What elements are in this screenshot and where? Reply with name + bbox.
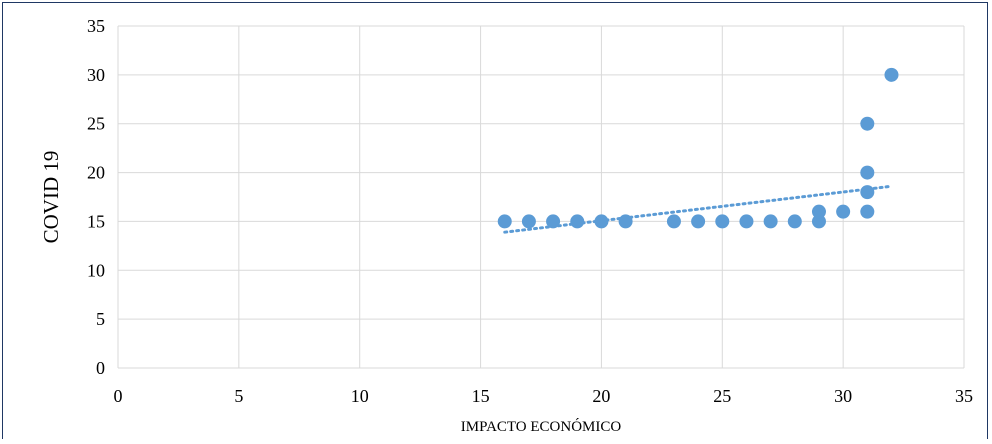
y-axis-title: COVID 19 — [39, 151, 63, 244]
y-tick-label: 10 — [87, 260, 105, 280]
data-point — [763, 214, 778, 229]
data-point — [715, 214, 730, 229]
y-tick-label: 35 — [87, 16, 105, 36]
x-tick-label: 20 — [592, 386, 610, 406]
x-tick-label: 30 — [834, 386, 852, 406]
data-point — [521, 214, 536, 229]
x-axis-title: IMPACTO ECONÓMICO — [461, 418, 622, 435]
y-tick-label: 5 — [96, 309, 105, 329]
data-point — [618, 214, 633, 229]
data-point — [546, 214, 561, 229]
y-tick-label: 20 — [87, 163, 105, 183]
data-point — [594, 214, 609, 229]
data-point — [811, 214, 826, 229]
data-points — [497, 67, 899, 229]
scatter-chart: 0 5 10 15 20 25 30 35 0 5 10 15 20 25 30 35 IMPACTO EC… — [39, 16, 974, 435]
data-point — [691, 214, 706, 229]
data-point — [884, 67, 899, 82]
gridlines — [117, 25, 965, 369]
y-tick-label: 25 — [87, 114, 105, 134]
data-point — [787, 214, 802, 229]
data-point — [860, 185, 875, 200]
data-point — [860, 165, 875, 180]
x-tick-label: 0 — [114, 386, 123, 406]
data-point — [860, 204, 875, 219]
y-tick-label: 0 — [96, 358, 105, 378]
chart-area: 0 5 10 15 20 25 30 35 0 5 10 15 20 25 30 35 IMPACTO EC… — [2, 2, 988, 439]
data-point — [836, 204, 851, 219]
y-tick-label: 15 — [87, 211, 105, 231]
x-tick-label: 15 — [472, 386, 490, 406]
trendline — [503, 184, 893, 234]
data-point — [497, 214, 512, 229]
y-tick-label: 30 — [87, 65, 105, 85]
data-point — [739, 214, 754, 229]
y-axis-tick-labels: 0 5 10 15 20 25 30 35 — [87, 16, 105, 378]
x-tick-label: 5 — [234, 386, 243, 406]
data-point — [860, 116, 875, 131]
linear-trendline — [503, 184, 893, 234]
x-tick-label: 10 — [351, 386, 369, 406]
x-axis-tick-labels: 0 5 10 15 20 25 30 35 — [114, 386, 974, 406]
data-point — [811, 204, 826, 219]
x-tick-label: 35 — [955, 386, 973, 406]
data-point — [570, 214, 585, 229]
x-tick-label: 25 — [713, 386, 731, 406]
data-point — [666, 214, 681, 229]
